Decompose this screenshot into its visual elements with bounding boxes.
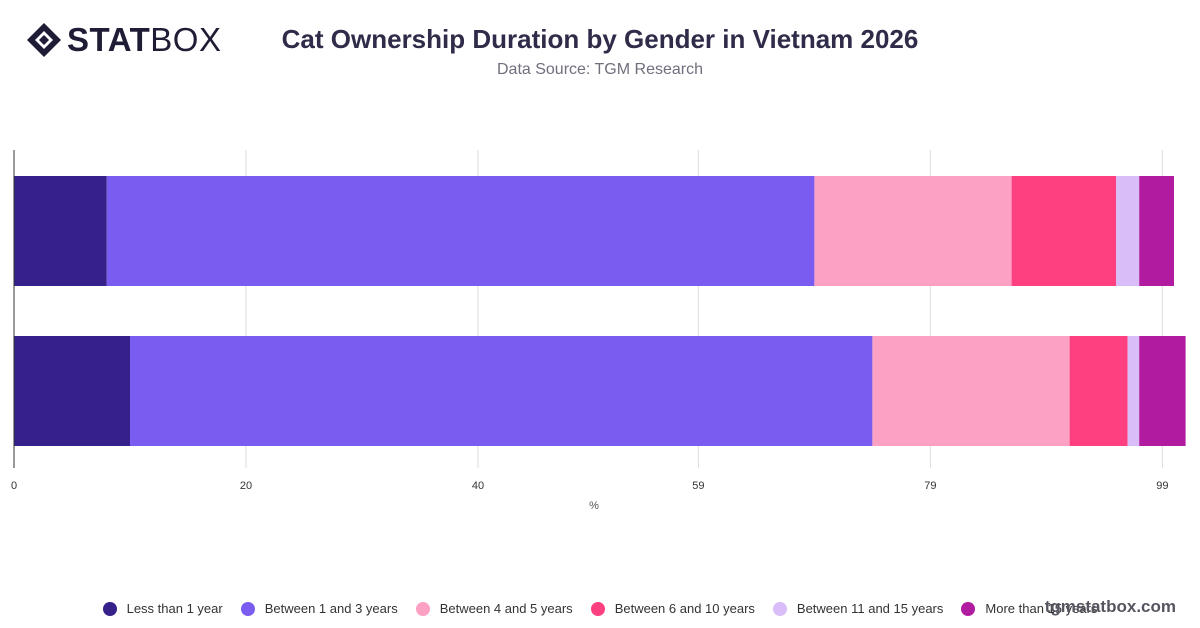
legend-label: More than 15 years [985, 601, 1098, 616]
bar-segment [106, 176, 815, 286]
watermark: tgmstatbox.com [1044, 597, 1176, 616]
bar-segment [130, 336, 873, 446]
legend-item[interactable]: Less than 1 year [102, 601, 223, 616]
bar-segment [1069, 336, 1128, 446]
bar-segment [1139, 176, 1174, 286]
bar-segment [1116, 176, 1140, 286]
bar-segment [814, 176, 1012, 286]
legend-label: Less than 1 year [126, 601, 223, 616]
legend-item[interactable]: More than 15 years [961, 601, 1097, 616]
x-tick-label: 99 [1156, 480, 1168, 492]
legend-dot-icon [415, 601, 430, 616]
x-axis: 0 20 40 59 79 99 [11, 150, 1169, 492]
logo-wordmark: STATBOX [67, 21, 222, 58]
bars [14, 176, 1186, 446]
legend-dot-icon [590, 601, 605, 616]
x-tick-label: 79 [924, 480, 936, 492]
legend-dot-icon [240, 601, 255, 616]
bar-segment [1127, 336, 1140, 446]
bar-segment [1139, 336, 1186, 446]
diamond-logo-icon [27, 23, 61, 57]
x-tick-label: 59 [692, 480, 704, 492]
x-axis-title: % [589, 500, 599, 512]
legend-dot-icon [961, 601, 976, 616]
x-tick-label: 40 [472, 480, 484, 492]
x-tick-label: 0 [11, 480, 17, 492]
x-tick-label: 20 [240, 480, 252, 492]
legend-label: Between 11 and 15 years [796, 601, 944, 616]
bar-segment [14, 336, 130, 446]
bar-segment [14, 176, 107, 286]
bar-segment [1011, 176, 1116, 286]
legend-item[interactable]: Between 11 and 15 years [772, 601, 944, 616]
legend-label: Between 4 and 5 years [439, 601, 573, 616]
legend-item[interactable]: Between 6 and 10 years [590, 601, 755, 616]
legend-label: Between 1 and 3 years [264, 601, 398, 616]
statbox-logo: STATBOX [26, 22, 221, 58]
bar-segment [872, 336, 1070, 446]
legend-dot-icon [102, 601, 117, 616]
legend-item[interactable]: Between 4 and 5 years [415, 601, 573, 616]
chart-title: Cat Ownership Duration by Gender in Viet… [281, 24, 919, 54]
legend: Less than 1 year Between 1 and 3 years Bet… [0, 601, 1200, 616]
legend-label: Between 6 and 10 years [614, 601, 755, 616]
legend-dot-icon [772, 601, 787, 616]
legend-item[interactable]: Between 1 and 3 years [240, 601, 398, 616]
chart-subtitle: Data Source: TGM Research [496, 61, 703, 78]
stacked-bar-chart: 0 20 40 59 79 99 % [11, 150, 1186, 512]
